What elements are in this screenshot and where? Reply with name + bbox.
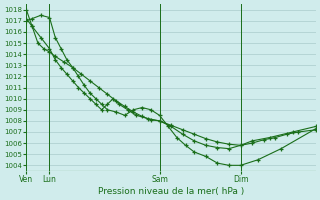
X-axis label: Pression niveau de la mer( hPa ): Pression niveau de la mer( hPa ) <box>98 187 244 196</box>
